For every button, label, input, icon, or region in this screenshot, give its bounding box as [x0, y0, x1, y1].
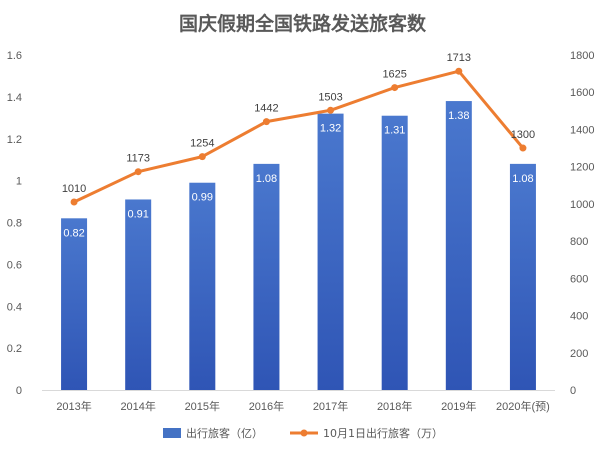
bar-value-label: 1.31 [384, 125, 405, 137]
line-value-label: 1503 [318, 91, 342, 103]
line-value-label: 1442 [254, 103, 278, 115]
y-right-tick-label: 1400 [570, 124, 594, 136]
x-tick-label: 2016年 [249, 399, 284, 413]
y-right-tick-label: 1200 [570, 162, 594, 174]
line-point-0 [70, 198, 78, 206]
y-left-tick-label: 1 [16, 176, 22, 188]
y-right-tick-label: 1600 [570, 87, 594, 99]
x-tick-label: 2019年 [441, 399, 476, 413]
bar-6 [445, 101, 472, 390]
bar-value-label: 1.08 [512, 173, 533, 185]
line-layer [70, 67, 527, 206]
legend-line-marker [300, 429, 308, 437]
x-tick-label: 2018年 [377, 399, 412, 413]
bar-value-label: 0.82 [63, 227, 84, 239]
x-tick-label: 2013年 [56, 399, 91, 413]
y-left-tick-label: 0.2 [7, 343, 22, 355]
y-left-tick-label: 0.6 [7, 259, 22, 271]
x-tick-label: 2020年(预) [496, 399, 550, 413]
y-right-tick-label: 800 [570, 236, 588, 248]
line-point-4 [327, 106, 335, 114]
bar-value-label: 1.38 [448, 110, 469, 122]
x-tick-label: 2017年 [313, 399, 348, 413]
y-right-tick-label: 1000 [570, 199, 594, 211]
legend-bar-label: 出行旅客（亿） [186, 426, 263, 440]
bar-4 [317, 113, 344, 390]
line-series [72, 69, 525, 204]
bar-value-label: 0.99 [192, 192, 213, 204]
line-value-label: 1010 [62, 183, 86, 195]
y-right-tick-label: 600 [570, 273, 588, 285]
bar-value-label: 1.32 [320, 123, 341, 135]
x-tick-label: 2015年 [185, 399, 220, 413]
line-value-label: 1254 [190, 138, 214, 150]
line-value-label: 1625 [382, 69, 406, 81]
line-value-label: 1300 [511, 129, 535, 141]
line-point-2 [198, 153, 206, 161]
chart-title: 国庆假期全国铁路发送旅客数 [179, 12, 427, 35]
bar-0 [61, 218, 88, 390]
y-left-tick-label: 1.2 [7, 134, 22, 146]
axes-layer: 0 0.2 0.4 0.6 0.8 1 1.2 1.4 1.6 0 200 400 600 800 1000… [7, 50, 595, 413]
line-point-6 [455, 67, 463, 75]
x-tick-label: 2014年 [120, 399, 155, 413]
y-right-tick-label: 400 [570, 311, 588, 323]
legend-bar-swatch [163, 428, 181, 438]
bars-layer [61, 101, 536, 390]
y-right-tick-label: 1800 [570, 50, 594, 62]
y-right-tick-label: 200 [570, 348, 588, 360]
y-right-tick-label: 0 [570, 385, 576, 397]
y-left-tick-label: 0.4 [7, 301, 22, 313]
bar-2 [189, 182, 216, 390]
bar-3 [253, 163, 280, 390]
y-left-tick-label: 0.8 [7, 218, 22, 230]
bar-value-label: 0.91 [127, 208, 148, 220]
legend: 出行旅客（亿） 10月1日出行旅客（万） [163, 426, 443, 440]
line-point-1 [134, 168, 142, 176]
bar-5 [381, 115, 408, 390]
line-point-5 [391, 84, 399, 92]
legend-line-label: 10月1日出行旅客（万） [323, 426, 443, 440]
line-point-3 [262, 118, 270, 126]
y-left-tick-label: 1.6 [7, 50, 22, 62]
line-value-label: 1713 [447, 52, 471, 64]
y-left-tick-label: 0 [16, 385, 22, 397]
bar-1 [125, 199, 152, 390]
bar-7 [509, 163, 536, 390]
y-left-tick-label: 1.4 [7, 92, 22, 104]
bar-value-label: 1.08 [256, 173, 277, 185]
line-value-label: 1173 [126, 153, 150, 165]
labels-layer: 0.82 0.91 0.99 1.08 1.32 1.31 1.38 1.08 1010 1173… [62, 52, 535, 239]
line-point-7 [519, 144, 527, 152]
